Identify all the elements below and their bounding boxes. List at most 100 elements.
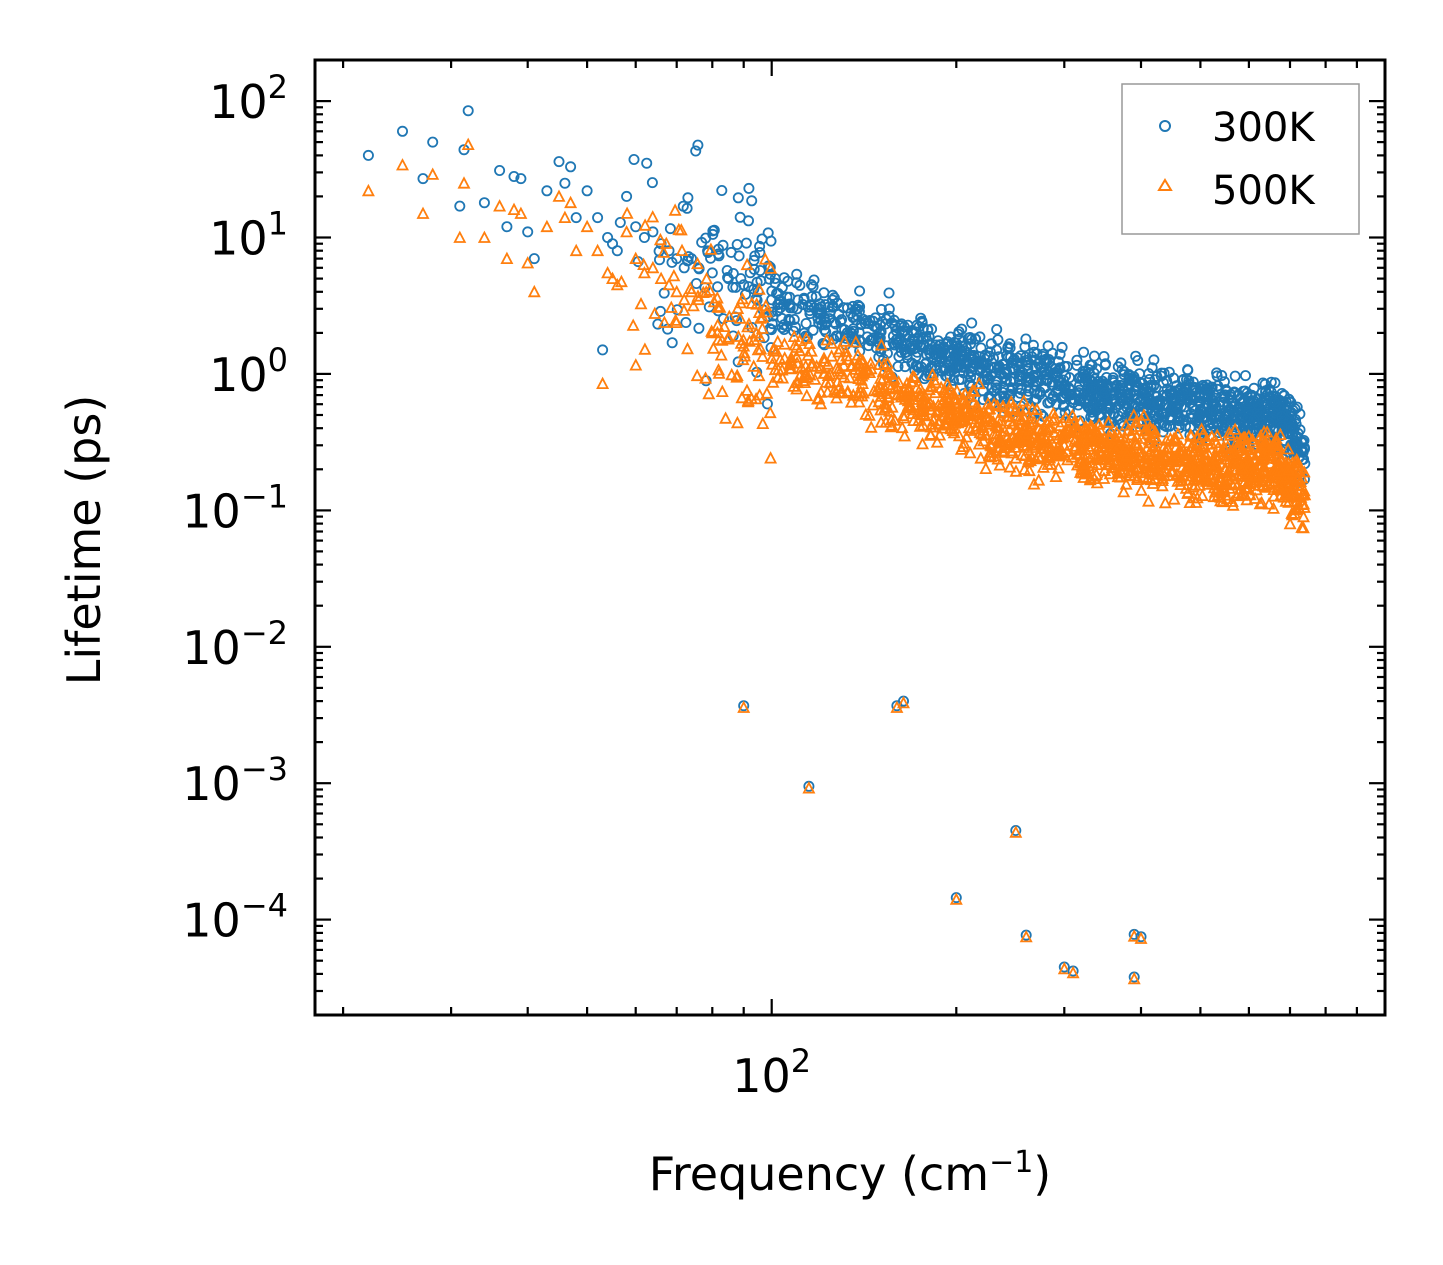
300k-point bbox=[1099, 383, 1111, 395]
500k-point bbox=[756, 416, 770, 430]
300k-point bbox=[666, 256, 678, 268]
500k-point bbox=[1105, 460, 1119, 474]
500k-point bbox=[841, 352, 855, 366]
y-tick-label: 101 bbox=[209, 205, 288, 266]
300k-point bbox=[875, 303, 887, 315]
500k-point bbox=[558, 210, 572, 224]
500k-point bbox=[843, 370, 857, 384]
300k-point bbox=[966, 361, 978, 373]
500k-point bbox=[996, 444, 1010, 457]
500k-point bbox=[1187, 490, 1201, 504]
500k-point bbox=[711, 300, 725, 313]
300k-point bbox=[733, 250, 745, 262]
300k-point bbox=[462, 105, 474, 117]
500k-point bbox=[1119, 477, 1133, 490]
500k-point bbox=[1027, 477, 1041, 490]
300k-point bbox=[700, 232, 712, 244]
300k-point bbox=[1252, 399, 1264, 411]
500k-point bbox=[1108, 444, 1122, 458]
500k-point bbox=[1243, 446, 1257, 459]
500k-point bbox=[696, 285, 710, 299]
300k-point bbox=[427, 136, 439, 148]
y-tick-label: 10−4 bbox=[182, 887, 288, 948]
300k-point bbox=[1240, 370, 1252, 382]
500k-point bbox=[1179, 448, 1193, 462]
500k-point bbox=[648, 306, 662, 319]
500k-point bbox=[1131, 438, 1145, 451]
500k-point bbox=[834, 352, 848, 365]
300k-point bbox=[819, 299, 831, 311]
300k-point bbox=[1099, 387, 1111, 399]
500k-point bbox=[1251, 445, 1265, 458]
300k-point bbox=[362, 149, 374, 161]
500k-point bbox=[993, 458, 1007, 471]
500k-point bbox=[657, 245, 671, 258]
300k-point bbox=[883, 303, 895, 315]
500k-point bbox=[1120, 447, 1134, 461]
500k-point bbox=[667, 268, 681, 282]
500k-point bbox=[1156, 457, 1169, 471]
500k-point bbox=[722, 309, 736, 323]
500k-point bbox=[853, 356, 867, 370]
500k-point bbox=[984, 414, 998, 427]
300k-point bbox=[1083, 401, 1095, 413]
500k-point bbox=[1166, 452, 1180, 465]
300k-point bbox=[1047, 368, 1059, 380]
legend-box bbox=[1121, 83, 1360, 235]
300k-point bbox=[683, 251, 695, 263]
500k-point bbox=[659, 236, 673, 249]
300k-point bbox=[827, 289, 839, 301]
500k-point bbox=[737, 345, 751, 359]
500k-point bbox=[1169, 431, 1183, 444]
500k-point bbox=[783, 361, 796, 374]
500k-point bbox=[1071, 447, 1085, 460]
500k-point bbox=[765, 351, 779, 364]
500k-point bbox=[711, 318, 725, 331]
500k-point bbox=[913, 419, 927, 432]
plot-frame bbox=[313, 58, 1387, 1017]
500k-point bbox=[596, 376, 610, 390]
500k-point bbox=[1081, 425, 1095, 439]
300k-point bbox=[1038, 364, 1050, 376]
outlier-500k-point bbox=[949, 892, 963, 905]
300k-point bbox=[857, 313, 869, 325]
500k-point bbox=[1009, 464, 1023, 477]
500k-point bbox=[735, 390, 749, 404]
500k-point bbox=[707, 294, 721, 308]
500k-point bbox=[929, 405, 943, 418]
outlier-500k-point bbox=[1019, 929, 1033, 943]
500k-point bbox=[1042, 453, 1056, 466]
300k-point bbox=[806, 291, 818, 303]
300k-point bbox=[1019, 341, 1031, 353]
300k-point bbox=[1082, 382, 1094, 394]
300k-point bbox=[895, 346, 907, 358]
300k-point bbox=[1001, 349, 1013, 361]
500k-point bbox=[832, 361, 846, 375]
500k-point bbox=[916, 396, 930, 409]
300k-point bbox=[1248, 414, 1260, 426]
500k-point bbox=[1285, 506, 1299, 519]
500k-point bbox=[976, 420, 990, 433]
300k-point bbox=[991, 323, 1003, 335]
500k-point bbox=[1052, 449, 1066, 462]
500k-point bbox=[1103, 451, 1116, 465]
300k-point bbox=[692, 139, 704, 151]
300k-point bbox=[508, 170, 520, 182]
500k-point bbox=[1131, 450, 1145, 463]
300k-point bbox=[638, 231, 650, 243]
300k-point bbox=[732, 192, 744, 204]
500k-point bbox=[960, 430, 973, 443]
300k-point bbox=[922, 324, 934, 336]
300k-point bbox=[1219, 407, 1231, 419]
300k-point bbox=[1101, 371, 1113, 383]
300k-point bbox=[677, 200, 689, 212]
300k-point bbox=[850, 314, 862, 326]
300k-point bbox=[1044, 388, 1056, 400]
300k-point bbox=[1074, 371, 1086, 383]
300k-point bbox=[761, 398, 773, 410]
300k-point bbox=[802, 301, 814, 313]
500k-point bbox=[1034, 429, 1048, 442]
500k-point bbox=[773, 352, 787, 365]
500k-point bbox=[1114, 464, 1128, 478]
500k-point bbox=[493, 199, 507, 212]
